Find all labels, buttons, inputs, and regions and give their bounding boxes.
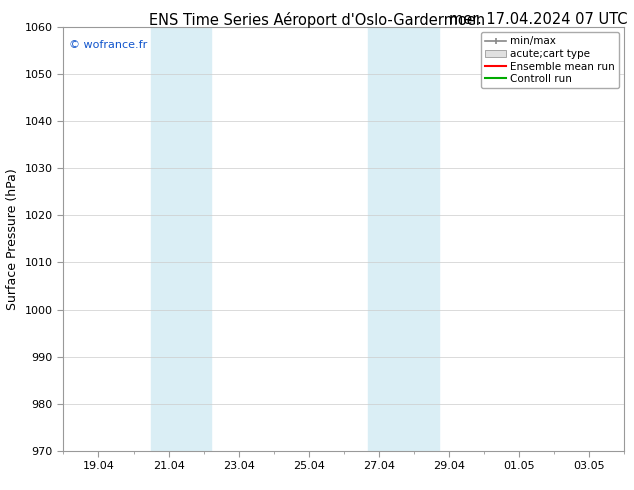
- Bar: [368, 27, 439, 451]
- Legend: min/max, acute;cart type, Ensemble mean run, Controll run: min/max, acute;cart type, Ensemble mean …: [481, 32, 619, 88]
- Text: © wofrance.fr: © wofrance.fr: [69, 40, 147, 49]
- Bar: [151, 27, 210, 451]
- Text: mer. 17.04.2024 07 UTC: mer. 17.04.2024 07 UTC: [449, 12, 628, 27]
- Text: ENS Time Series Aéroport d'Oslo-Gardermoen: ENS Time Series Aéroport d'Oslo-Gardermo…: [149, 12, 485, 28]
- Y-axis label: Surface Pressure (hPa): Surface Pressure (hPa): [6, 168, 19, 310]
